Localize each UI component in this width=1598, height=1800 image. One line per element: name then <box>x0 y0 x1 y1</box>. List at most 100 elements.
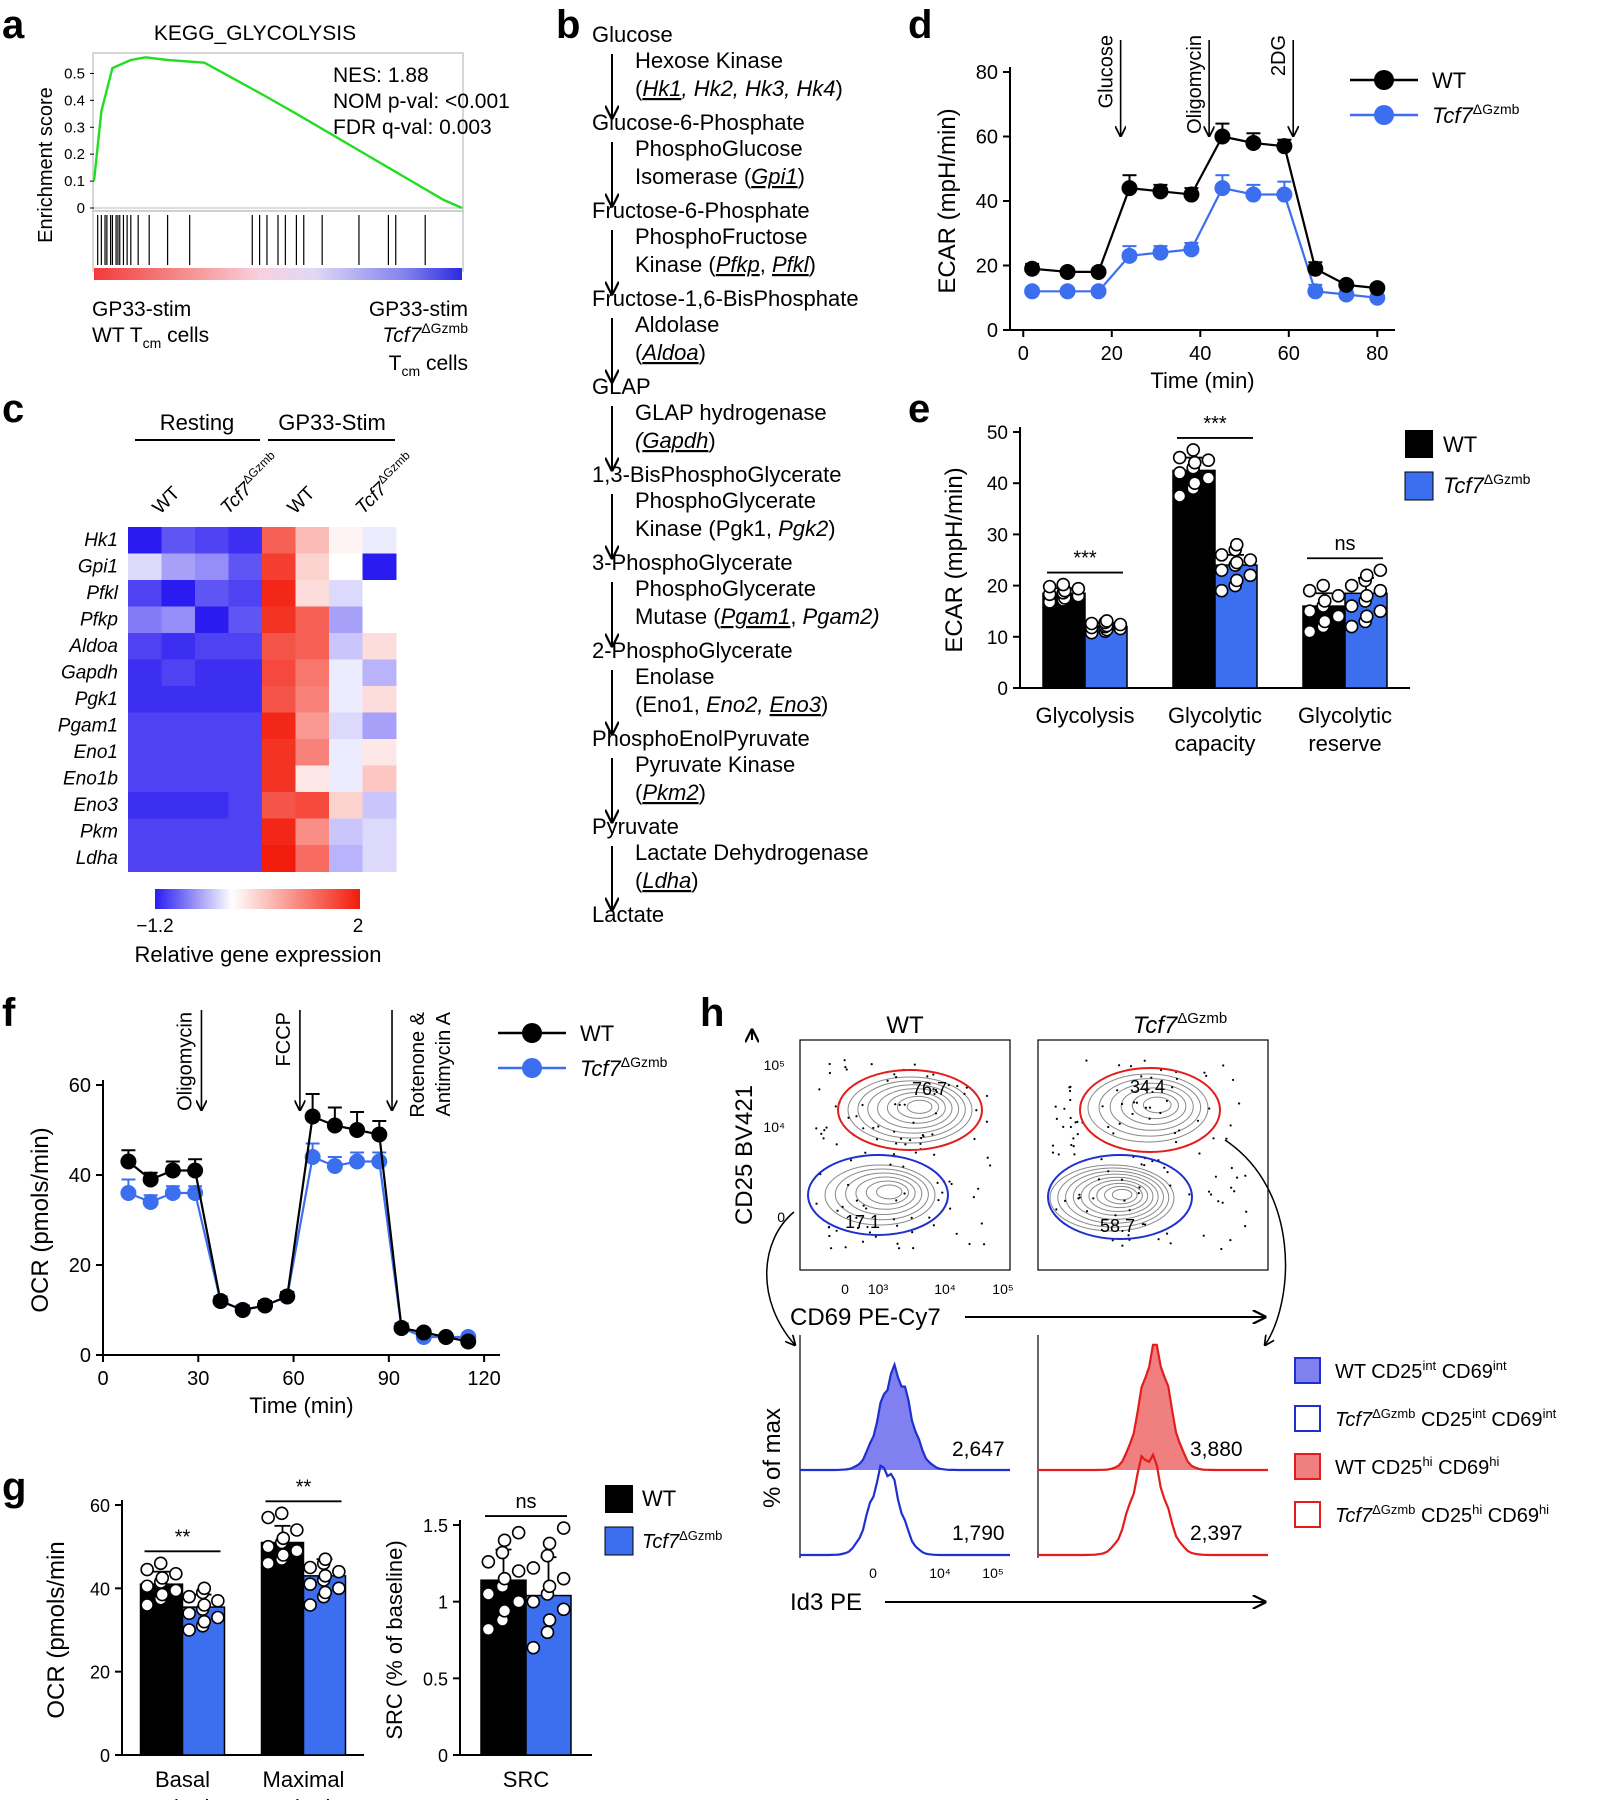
event-dot <box>855 1199 859 1202</box>
gsea-right-line2: Tcf7ΔGzmb <box>382 320 468 347</box>
event-dot <box>844 1246 847 1249</box>
pathway-enzyme: (Hk1, Hk2, Hk3, Hk4) <box>635 76 843 101</box>
hist-yaxis-label: % of max <box>759 1408 786 1508</box>
data-point-wt <box>279 1288 296 1305</box>
data-point-wt <box>120 1153 137 1170</box>
pathway-metabolite: Glucose-6-Phosphate <box>592 110 805 135</box>
event-dot <box>836 1209 839 1212</box>
contour-line <box>876 1184 903 1200</box>
pathway-enzyme: (Gapdh) <box>635 428 716 453</box>
event-dot <box>1116 1089 1119 1092</box>
heatmap-cell <box>362 580 397 607</box>
event-dot <box>1148 1117 1151 1120</box>
data-point <box>1229 555 1244 570</box>
panel-h-flow: WT Tcf7ΔGzmb 76.7 17.1 34.4 58.7 10⁵ 10⁴… <box>731 1010 1557 1616</box>
event-dot <box>889 1163 892 1166</box>
hist-xtick: 10⁵ <box>982 1565 1003 1581</box>
data-point-wt <box>256 1297 273 1314</box>
heatmap-cell <box>128 686 162 713</box>
data-point <box>1229 573 1244 588</box>
event-dot <box>1141 1223 1145 1226</box>
heatmap-cell <box>362 845 397 872</box>
panel-f-ocr-timecourse: 0 20 40 60 0 30 60 90 120 Time (min) OCR (pmols/mi… <box>27 1010 501 1418</box>
y-tick-label: 60 <box>976 127 998 149</box>
contour-line <box>1072 1173 1159 1220</box>
event-dot <box>892 1153 895 1156</box>
x-tick-label: 60 <box>282 1368 304 1390</box>
flow-legend-label: WT CD25int CD69int <box>1335 1358 1507 1383</box>
mfi-ko-hi: 2,397 <box>1190 1522 1243 1545</box>
gate-wt-int-value: 17.1 <box>845 1212 880 1232</box>
heatmap-cell <box>262 686 296 713</box>
heatmap-cell <box>262 659 296 687</box>
heatmap-cell <box>262 606 296 634</box>
gsea-title: KEGG_GLYCOLYSIS <box>154 22 356 45</box>
y-tick-label: 0 <box>438 1746 448 1766</box>
heatmap-row-label: Eno1b <box>63 769 118 790</box>
data-point <box>1172 450 1187 465</box>
event-dot <box>1064 1199 1067 1202</box>
heatmap-cell <box>295 765 330 793</box>
category-label: reserve <box>1308 731 1381 756</box>
contour-line <box>1120 1087 1187 1125</box>
contour-line <box>867 1084 960 1134</box>
legend-d-wt-marker <box>1374 70 1394 90</box>
event-dot <box>877 1125 880 1128</box>
event-dot <box>841 1205 844 1208</box>
event-dot <box>1198 1152 1201 1155</box>
data-point <box>1317 614 1332 629</box>
heatmap-cell <box>329 792 363 819</box>
heatmap-cells <box>128 527 397 872</box>
event-dot <box>1230 1186 1233 1189</box>
event-dot <box>1068 1086 1071 1089</box>
event-dot <box>1118 1122 1121 1125</box>
pathway-metabolite: Lactate <box>592 902 664 927</box>
heatmap-cell <box>228 659 263 687</box>
pathway-enzyme: (Aldoa) <box>635 340 706 365</box>
data-point <box>495 1545 510 1560</box>
data-point <box>290 1523 304 1537</box>
data-point-wt <box>1276 138 1293 155</box>
panel-label-f: f <box>2 991 16 1035</box>
data-point <box>261 1510 275 1525</box>
pathway-metabolite: Glucose <box>592 22 673 47</box>
heatmap-row-label: Ldha <box>76 848 118 869</box>
x-tick-label: 0 <box>1018 343 1029 365</box>
event-dot <box>1235 1176 1239 1179</box>
pathway-enzyme: Kinase (Pgk1, Pgk2) <box>635 516 836 541</box>
heatmap-cell <box>195 845 229 872</box>
event-dot <box>1217 1200 1220 1203</box>
y-axis-label: OCR (pmols/min) <box>27 1127 54 1312</box>
contour-line <box>1111 1188 1133 1201</box>
data-point <box>140 1579 154 1594</box>
event-dot <box>1072 1145 1075 1148</box>
event-dot <box>874 1235 877 1238</box>
event-dot <box>1069 1116 1072 1120</box>
contour-line <box>855 1176 916 1210</box>
gsea-right-line1: GP33-stim <box>369 298 468 321</box>
event-dot <box>1173 1131 1177 1135</box>
series-line-wt <box>127 1114 469 1343</box>
heatmap-cell <box>329 527 363 554</box>
heatmap-cell <box>295 845 330 872</box>
event-dot <box>1220 1247 1223 1251</box>
event-dot <box>910 1216 913 1219</box>
heatmap-cell <box>329 553 363 581</box>
histogram-2 <box>1038 1343 1268 1472</box>
event-dot <box>935 1090 938 1094</box>
event-dot <box>1118 1064 1121 1067</box>
panel-a-gsea: KEGG_GLYCOLYSIS 0.5 0.4 0.3 0.2 0.1 0 Enrichm… <box>35 22 510 379</box>
heatmap-cell <box>128 792 162 819</box>
pathway-enzyme: PhosphoGlucose <box>635 136 803 161</box>
event-dot <box>1238 1102 1241 1105</box>
contour-line <box>845 1172 923 1216</box>
pathway-enzyme: (Pkm2) <box>635 780 706 805</box>
event-dot <box>1055 1208 1058 1211</box>
event-dot <box>899 1137 903 1140</box>
event-dot <box>1148 1106 1152 1109</box>
event-dot <box>1120 1178 1124 1181</box>
panel-label-c: c <box>2 387 24 431</box>
heatmap-cell <box>161 686 196 713</box>
gsea-ytick: 0.2 <box>64 146 85 163</box>
significance-label: ns <box>1334 533 1355 555</box>
